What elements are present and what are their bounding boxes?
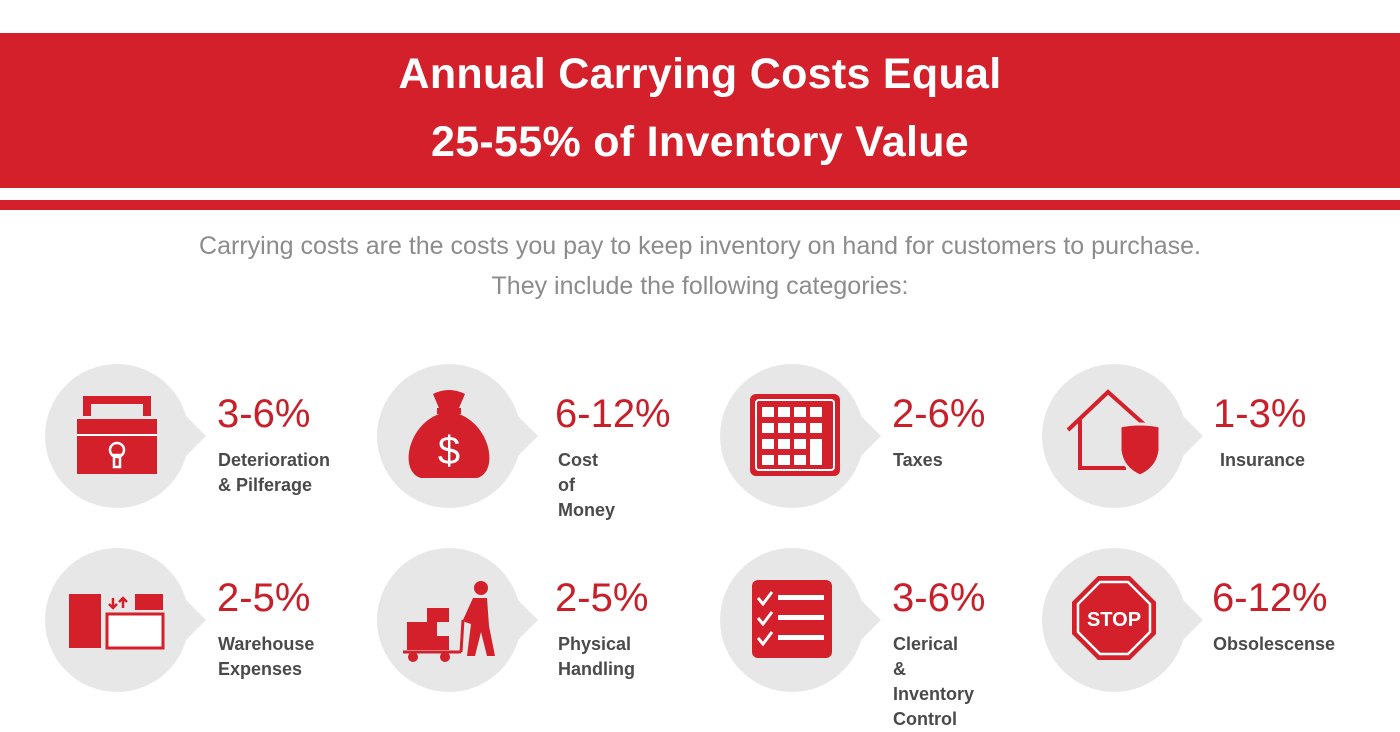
category-label: Warehouse Expenses bbox=[218, 634, 315, 679]
category-label: Deterioration & Pilferage bbox=[218, 450, 331, 495]
hand-truck-worker-icon bbox=[403, 581, 495, 662]
category-label: Clerical & Inventory Control bbox=[893, 634, 975, 729]
category-percent: 3-6% bbox=[217, 392, 311, 436]
category-percent: 2-5% bbox=[217, 576, 311, 620]
category-percent: 3-6% bbox=[892, 576, 986, 620]
intro-line-1: Carrying costs are the costs you pay to … bbox=[199, 232, 1201, 260]
icon-circle bbox=[720, 548, 881, 692]
category-percent: 6-12% bbox=[1212, 576, 1328, 620]
stop-text: STOP bbox=[1087, 609, 1141, 631]
category-percent: 6-12% bbox=[555, 392, 671, 436]
title-banner bbox=[0, 33, 1400, 188]
icon-circle bbox=[1042, 364, 1203, 508]
house-shield-icon bbox=[1066, 389, 1162, 478]
stop-sign-icon: STOP bbox=[1072, 576, 1156, 660]
category-percent: 1-3% bbox=[1213, 392, 1307, 436]
dollar-sign: $ bbox=[438, 429, 460, 473]
checklist-icon bbox=[752, 580, 832, 658]
category-label: Insurance bbox=[1220, 450, 1306, 470]
padlock-icon bbox=[77, 396, 157, 474]
title-line-1: Annual Carrying Costs Equal bbox=[398, 50, 1002, 98]
category-percent: 2-6% bbox=[892, 392, 986, 436]
calculator-icon bbox=[750, 394, 840, 476]
category-label: Physical Handling bbox=[558, 634, 635, 679]
banner-divider bbox=[0, 200, 1400, 210]
money-bag-icon: $ bbox=[408, 390, 490, 478]
category-label: Cost of Money bbox=[558, 450, 616, 520]
intro-line-2: They include the following categories: bbox=[491, 272, 909, 300]
title-line-2: 25-55% of Inventory Value bbox=[430, 118, 970, 166]
warehouse-shelves-icon bbox=[69, 594, 165, 650]
category-percent: 2-5% bbox=[555, 576, 649, 620]
category-label: Taxes bbox=[893, 450, 943, 470]
category-label: Obsolescense bbox=[1213, 634, 1336, 654]
